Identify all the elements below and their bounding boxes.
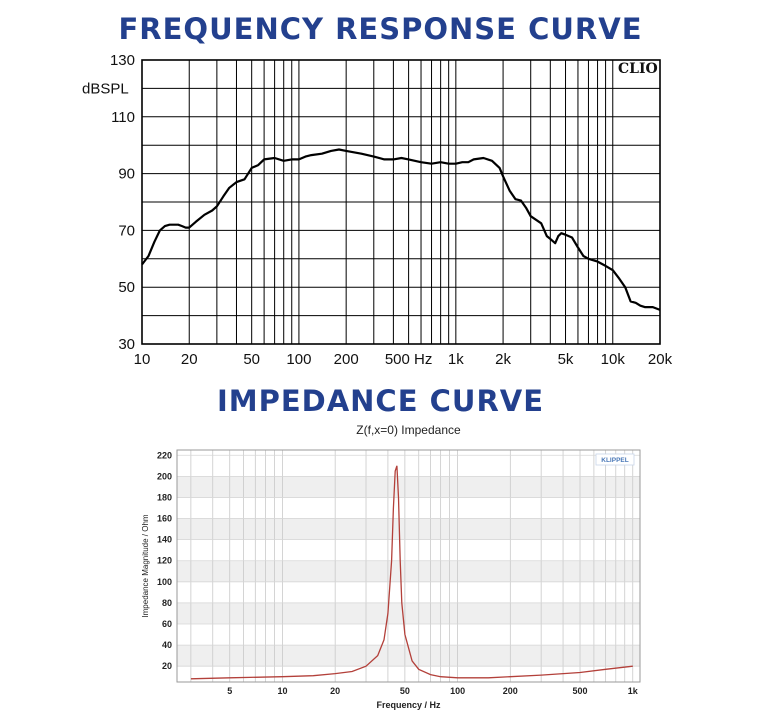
impedance-x-tick-label: 100: [450, 686, 465, 696]
impedance-x-tick-label: 10: [277, 686, 287, 696]
impedance-y-tick-label: 140: [157, 535, 172, 545]
impedance-magnitude-line: [190, 465, 633, 680]
klippel-logo: KLIPPEL: [595, 453, 635, 466]
frequency-x-tick-label: 100: [286, 351, 311, 368]
impedance-y-tick-label: 200: [157, 471, 172, 481]
impedance-y-tick-label: 120: [157, 556, 172, 566]
impedance-x-tick-label: 20: [330, 686, 340, 696]
impedance-grid-band: [177, 602, 640, 624]
frequency-response-heading: FREQUENCY RESPONSE CURVE: [118, 12, 643, 46]
impedance-plot-frame: [176, 449, 641, 683]
frequency-y-tick-label: 110: [111, 109, 135, 126]
frequency-x-tick-label: 10k: [601, 351, 626, 368]
impedance-y-tick-label: 180: [157, 492, 172, 502]
impedance-tick-labels: 5 10 20 50 100 200 500 1k 20 40 60 80 100 120 140 160 18…: [157, 450, 639, 696]
frequency-y-axis-label: dBSPL: [82, 80, 129, 97]
impedance-y-tick-label: 60: [162, 619, 172, 629]
frequency-plot-frame: [141, 59, 661, 345]
impedance-y-tick-label: 80: [162, 598, 172, 608]
frequency-x-tick-label: 20k: [648, 351, 673, 368]
impedance-curve-heading: IMPEDANCE CURVE: [216, 384, 545, 418]
frequency-y-tick-label: 130: [110, 52, 135, 69]
impedance-grid: [177, 450, 640, 682]
impedance-y-tick-label: 40: [162, 640, 172, 650]
frequency-tick-labels: 10 20 50 100 200 500 Hz 1k 2k 5k 10k 20k 30 50 70 90 11…: [110, 52, 673, 368]
impedance-grid-band: [177, 560, 640, 582]
impedance-y-tick-label: 220: [157, 450, 172, 460]
impedance-grid-band: [177, 518, 640, 540]
impedance-grid-band: [177, 476, 640, 498]
frequency-response-chart: 10 20 50 100 200 500 Hz 1k 2k 5k 10k 20k 30 50 70 90 11…: [82, 52, 673, 368]
frequency-grid: [141, 59, 661, 345]
impedance-y-tick-label: 20: [162, 661, 172, 671]
frequency-x-tick-label: 1k: [448, 351, 464, 368]
frequency-y-tick-label: 50: [118, 279, 135, 296]
frequency-y-tick-label: 90: [118, 166, 135, 183]
impedance-x-tick-label: 1k: [628, 686, 639, 696]
impedance-y-tick-label: 160: [157, 514, 172, 524]
impedance-grid-band: [177, 645, 640, 667]
frequency-x-tick-label: 20: [181, 351, 198, 368]
frequency-x-tick-label: 200: [334, 351, 359, 368]
frequency-x-tick-label: 5k: [558, 351, 574, 368]
frequency-y-tick-label: 30: [118, 336, 135, 353]
klippel-logo-badge: [595, 453, 635, 466]
impedance-y-axis-label: Impedance Magnitude / Ohm: [141, 514, 150, 618]
impedance-chart-title: Z(f,x=0) Impedance: [356, 423, 461, 437]
impedance-x-tick-label: 200: [503, 686, 518, 696]
clio-logo: CLIO: [618, 61, 658, 77]
impedance-x-axis-label: Frequency / Hz: [376, 700, 441, 710]
impedance-y-tick-label: 100: [157, 577, 172, 587]
klippel-logo-text: KLIPPEL: [601, 457, 628, 464]
frequency-x-tick-label: 500 Hz: [385, 351, 433, 368]
impedance-x-tick-label: 5: [227, 686, 232, 696]
frequency-y-tick-label: 70: [118, 222, 135, 239]
frequency-x-tick-label: 10: [134, 351, 151, 368]
frequency-x-tick-label: 2k: [495, 351, 511, 368]
frequency-response-line: [141, 148, 661, 311]
impedance-x-tick-label: 50: [400, 686, 410, 696]
frequency-x-tick-label: 50: [243, 351, 260, 368]
impedance-x-tick-label: 500: [573, 686, 588, 696]
impedance-chart: Z(f,x=0) Impedance 5 10 20 50 100 200 500 1k 20 4…: [141, 423, 641, 710]
